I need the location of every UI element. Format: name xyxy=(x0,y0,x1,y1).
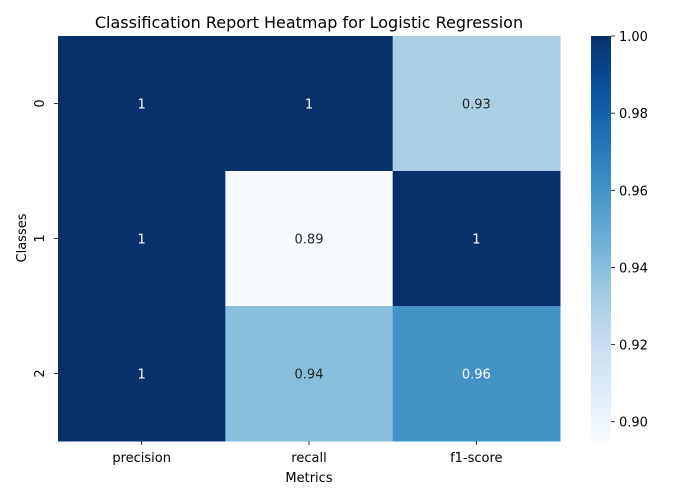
heatmap-cell xyxy=(392,306,561,442)
colorbar: 0.90 0.92 0.94 0.96 0.98 1.00 xyxy=(591,30,648,441)
colorbar-gradient xyxy=(591,36,611,441)
colorbar-tick-label: 1.00 xyxy=(619,30,648,45)
colorbar-tick-label: 0.92 xyxy=(619,339,648,354)
y-tick-label: 1 xyxy=(33,234,48,242)
colorbar-tick-label: 0.98 xyxy=(619,107,648,122)
y-axis: 0 1 2 xyxy=(33,99,58,378)
cell-annotation: 1 xyxy=(305,98,313,113)
cell-annotation: 0.94 xyxy=(295,368,324,383)
cell-annotation: 0.93 xyxy=(462,98,491,113)
x-tick-label: precision xyxy=(112,451,171,466)
chart-title: Classification Report Heatmap for Logist… xyxy=(95,13,523,32)
cell-annotation: 1 xyxy=(472,233,480,248)
heatmap-cells xyxy=(58,36,561,442)
cell-annotation: 1 xyxy=(138,98,146,113)
heatmap-cell xyxy=(58,306,226,442)
colorbar-tick-label: 0.94 xyxy=(619,261,648,276)
x-axis-label: Metrics xyxy=(285,471,332,486)
heatmap-cell xyxy=(392,36,561,172)
heatmap-cell xyxy=(58,36,226,172)
heatmap-cell-labels: 1 1 0.93 1 0.89 1 1 0.94 0.96 xyxy=(138,98,491,383)
x-tick-label: recall xyxy=(291,451,326,466)
y-axis-label: Classes xyxy=(15,213,30,262)
cell-annotation: 1 xyxy=(138,233,146,248)
colorbar-tick-label: 0.90 xyxy=(619,416,648,431)
heatmap-cell xyxy=(225,171,394,307)
y-tick-label: 0 xyxy=(33,99,48,107)
y-tick-label: 2 xyxy=(33,369,48,377)
heatmap-cell xyxy=(392,171,561,307)
colorbar-tick-label: 0.96 xyxy=(619,184,648,199)
heatmap-cell xyxy=(58,171,226,307)
x-tick-label: f1-score xyxy=(450,451,502,466)
heatmap-cell xyxy=(225,306,394,442)
cell-annotation: 1 xyxy=(138,368,146,383)
cell-annotation: 0.89 xyxy=(295,233,324,248)
cell-annotation: 0.96 xyxy=(462,368,491,383)
heatmap-cell xyxy=(225,36,394,172)
x-axis: precision recall f1-score xyxy=(112,441,503,466)
